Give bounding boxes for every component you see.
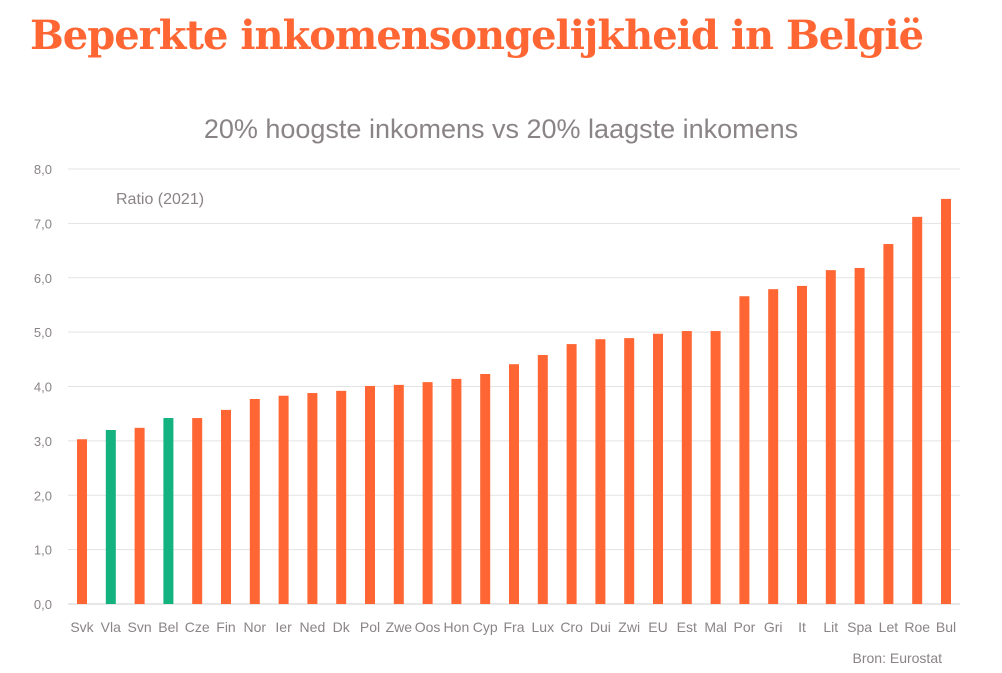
- bar-cyp: [480, 373, 491, 604]
- source-note: Bron: Eurostat: [852, 650, 943, 666]
- bar-hon: [451, 378, 462, 604]
- bar-vla: [105, 430, 116, 604]
- bar-bel: [163, 418, 174, 604]
- bar-let: [883, 244, 894, 604]
- x-tick-label: Cro: [560, 619, 583, 635]
- bar-eu: [653, 333, 663, 604]
- x-tick-label: Svk: [70, 619, 94, 635]
- bar-roe: [912, 216, 923, 604]
- bar-spa: [854, 267, 865, 604]
- bar-bul: [941, 198, 951, 604]
- bar-dui: [595, 339, 606, 604]
- x-tick-label: Fra: [504, 619, 525, 635]
- bar-svn: [134, 427, 145, 604]
- y-tick-label: 7,0: [34, 216, 52, 231]
- x-tick-label: Cze: [185, 619, 210, 635]
- bar-ned: [307, 393, 318, 604]
- y-tick-label: 3,0: [34, 434, 52, 449]
- x-tick-label: Bul: [936, 619, 956, 635]
- x-tick-label: Mal: [704, 619, 727, 635]
- bar-gri: [768, 289, 779, 604]
- bar-fra: [509, 364, 519, 604]
- x-tick-label: Cyp: [473, 619, 498, 635]
- bar-dk: [336, 390, 347, 604]
- x-tick-label: EU: [648, 619, 667, 635]
- x-tick-label: Lit: [823, 619, 838, 635]
- x-tick-label: Ned: [300, 619, 326, 635]
- bar-zwe: [393, 384, 404, 604]
- x-tick-label: Ier: [275, 619, 292, 635]
- bar-cro: [566, 344, 577, 604]
- x-tick-label: Dk: [333, 619, 351, 635]
- bar-zwi: [624, 338, 635, 604]
- bar-mal: [710, 331, 721, 604]
- bar-oos: [422, 382, 433, 604]
- y-tick-label: 0,0: [34, 597, 52, 612]
- bar-it: [797, 285, 807, 604]
- x-tick-label: Lux: [532, 619, 555, 635]
- x-tick-label: Zwe: [386, 619, 413, 635]
- y-tick-label: 2,0: [34, 488, 52, 503]
- y-tick-label: 8,0: [34, 162, 52, 177]
- bar-est: [681, 331, 692, 604]
- x-tick-label: Roe: [904, 619, 930, 635]
- x-tick-label: Zwi: [618, 619, 640, 635]
- x-tick-label: Let: [879, 619, 899, 635]
- x-tick-label: Svn: [128, 619, 152, 635]
- x-tick-label: Est: [677, 619, 697, 635]
- x-tick-label: Spa: [847, 619, 872, 635]
- y-tick-label: 1,0: [34, 543, 52, 558]
- bar-lit: [825, 270, 836, 604]
- x-tick-label: Hon: [444, 619, 470, 635]
- y-tick-label: 6,0: [34, 271, 52, 286]
- x-tick-label: Nor: [244, 619, 267, 635]
- x-tick-label: Vla: [101, 619, 121, 635]
- bar-ier: [278, 395, 289, 604]
- x-tick-label: Oos: [415, 619, 441, 635]
- x-tick-label: It: [798, 619, 806, 635]
- chart-title: 20% hoogste inkomens vs 20% laagste inko…: [203, 114, 799, 144]
- x-tick-label: Bel: [158, 619, 178, 635]
- x-tick-label: Gri: [764, 619, 783, 635]
- bar-lux: [537, 354, 548, 604]
- x-tick-label: Por: [734, 619, 756, 635]
- bar-cze: [192, 418, 203, 604]
- y-tick-label: 4,0: [34, 380, 52, 395]
- bar-nor: [249, 399, 260, 604]
- chart-annotation: Ratio (2021): [116, 191, 204, 208]
- x-tick-label: Pol: [360, 619, 380, 635]
- bar-svk: [77, 439, 87, 604]
- bar-por: [739, 296, 750, 604]
- bar-fin: [221, 409, 231, 604]
- bar-pol: [365, 385, 375, 604]
- x-tick-label: Dui: [590, 619, 611, 635]
- x-tick-label: Fin: [216, 619, 235, 635]
- page-title: Beperkte inkomensongelijkheid in België: [30, 12, 924, 59]
- y-tick-label: 5,0: [34, 325, 52, 340]
